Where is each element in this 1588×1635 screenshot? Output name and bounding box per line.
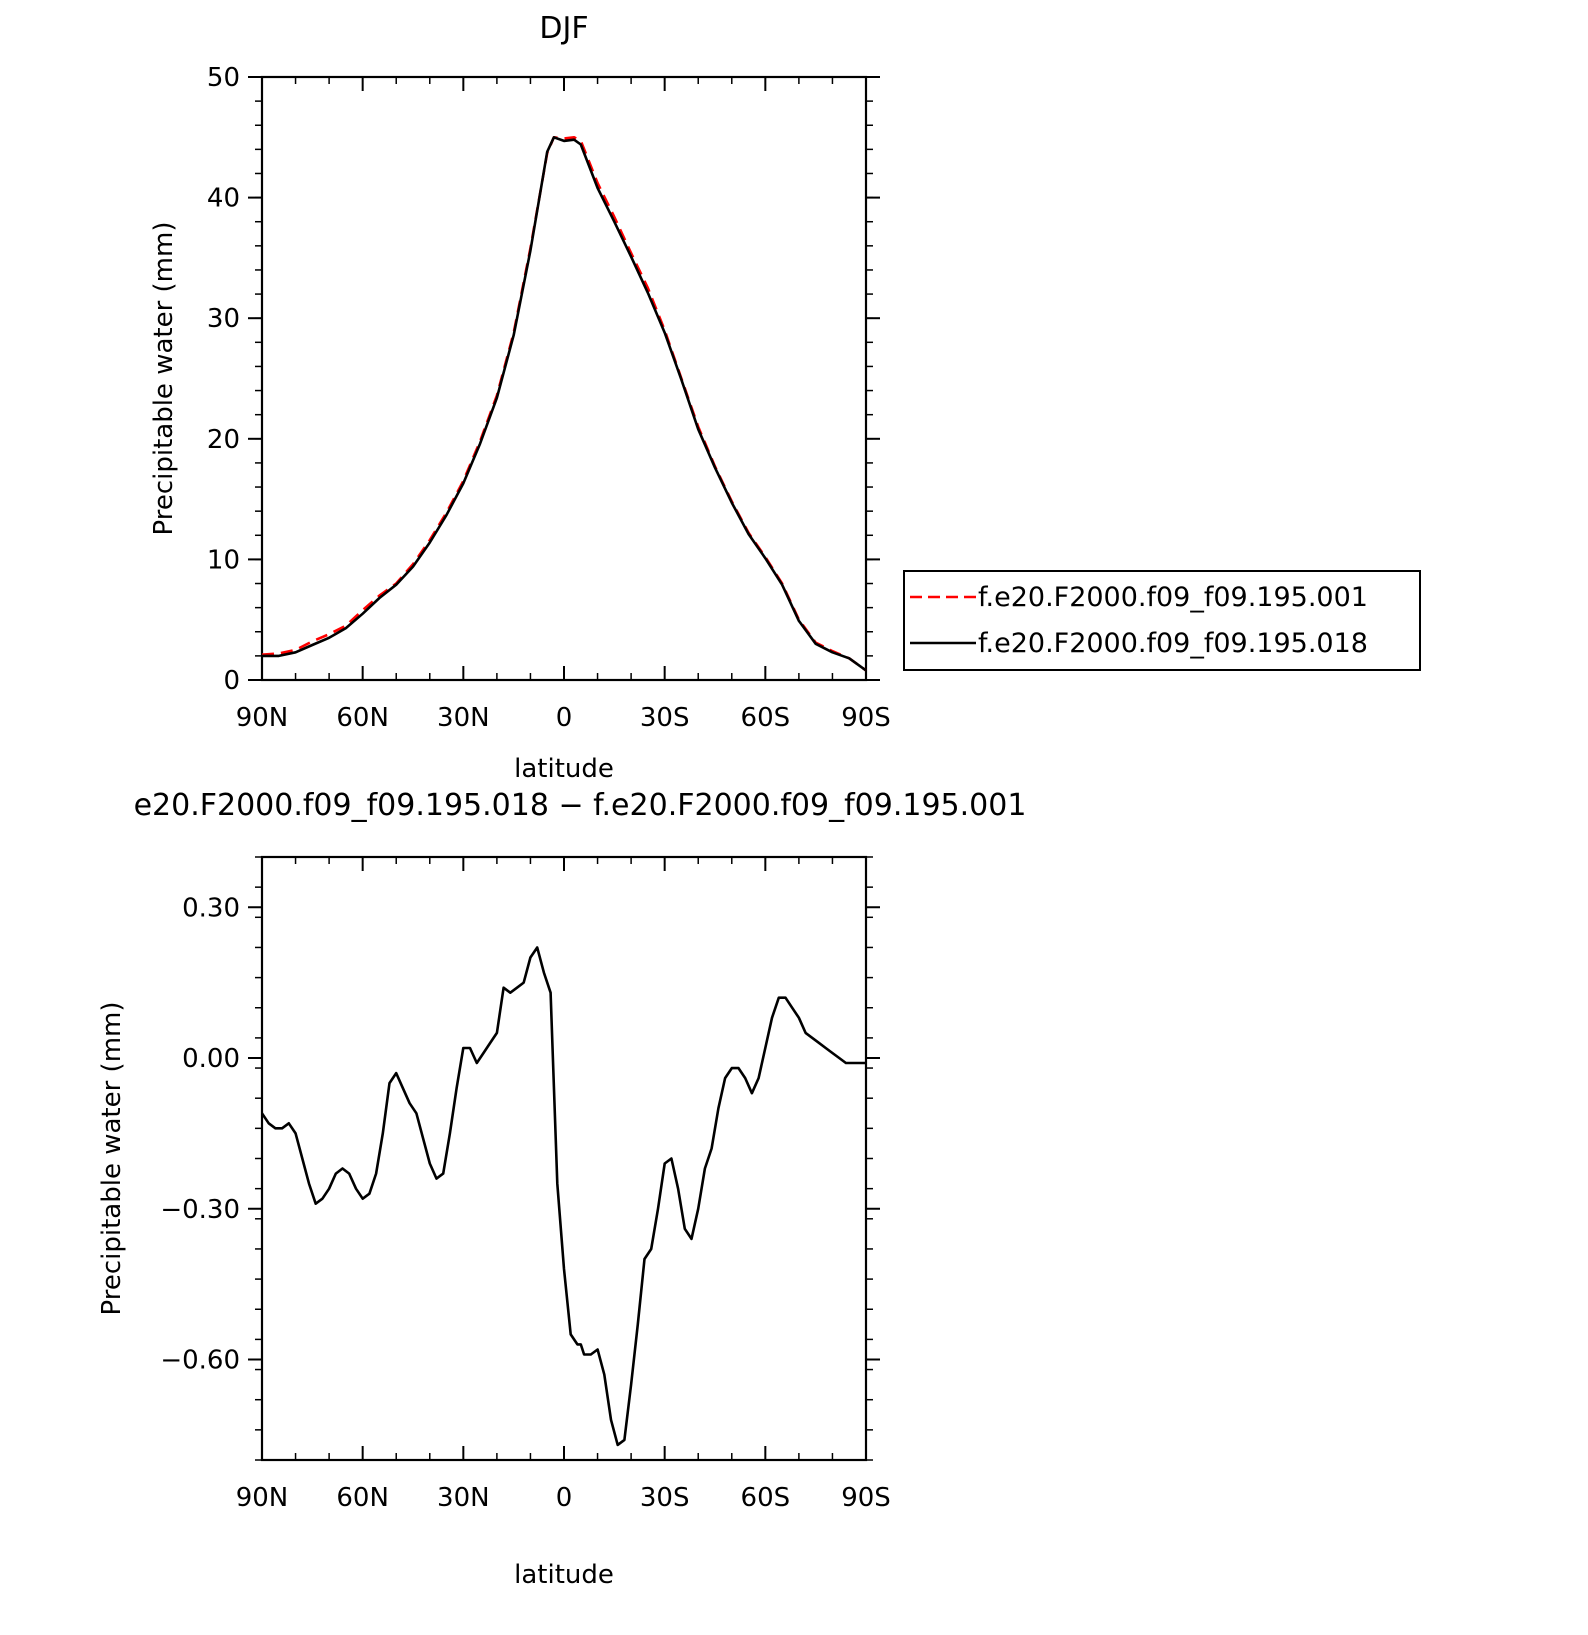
y-tick-label: −0.30 <box>160 1195 240 1225</box>
x-tick-label: 30S <box>640 1483 690 1513</box>
y-tick-label: 50 <box>207 63 240 93</box>
y-tick-label: 0.00 <box>182 1044 240 1074</box>
x-tick-label: 60N <box>336 1483 389 1513</box>
x-tick-label: 30N <box>437 703 490 733</box>
legend-label: f.e20.F2000.f09_f09.195.018 <box>978 628 1368 659</box>
chart-title: e20.F2000.f09_f09.195.018 − f.e20.F2000.… <box>134 788 1027 823</box>
x-tick-label: 60N <box>336 703 389 733</box>
x-tick-label: 60S <box>741 1483 791 1513</box>
series-line-1 <box>261 136 867 672</box>
x-tick-label: 30S <box>640 703 690 733</box>
legend: f.e20.F2000.f09_f09.195.001 f.e20.F2000.f… <box>903 570 1421 671</box>
y-tick-label: 30 <box>207 304 240 334</box>
plot-frame <box>260 855 868 1462</box>
x-tick-label: 90N <box>236 1483 289 1513</box>
x-tick-label: 60S <box>741 703 791 733</box>
series-line-2 <box>262 136 867 672</box>
x-axis-label: latitude <box>514 1560 614 1590</box>
legend-box <box>903 570 1421 671</box>
y-axis-label: Precipitable water (mm) <box>97 1002 127 1316</box>
y-tick-label: 0.30 <box>182 893 240 923</box>
x-tick-label: 90S <box>841 1483 891 1513</box>
y-tick-label: 20 <box>207 425 240 455</box>
x-axis-label: latitude <box>514 754 614 784</box>
x-tick-label: 30N <box>437 1483 490 1513</box>
y-axis-label: Precipitable water (mm) <box>149 222 179 536</box>
x-tick-label: 90S <box>841 703 891 733</box>
y-tick-label: −0.60 <box>160 1346 240 1376</box>
legend-label: f.e20.F2000.f09_f09.195.001 <box>978 582 1368 613</box>
chart-2: 90N 60N 30N 0 30S 60S 90S 0.30 0.00 −0.30 −0.60 e20… <box>97 788 1026 1590</box>
chart-1: 90N 60N 30N 0 30S 60S 90S 0 10 20 30 40 50 DJF latitud… <box>149 11 1421 784</box>
x-tick-label: 0 <box>556 703 573 733</box>
plot-frame <box>260 75 868 682</box>
chart-title: DJF <box>539 11 588 46</box>
series-line-1 <box>260 946 866 1447</box>
y-tick-label: 0 <box>223 666 240 696</box>
y-tick-label: 10 <box>207 545 240 575</box>
y-tick-label: 40 <box>207 184 240 214</box>
x-tick-label: 0 <box>556 1483 573 1513</box>
x-tick-label: 90N <box>236 703 289 733</box>
